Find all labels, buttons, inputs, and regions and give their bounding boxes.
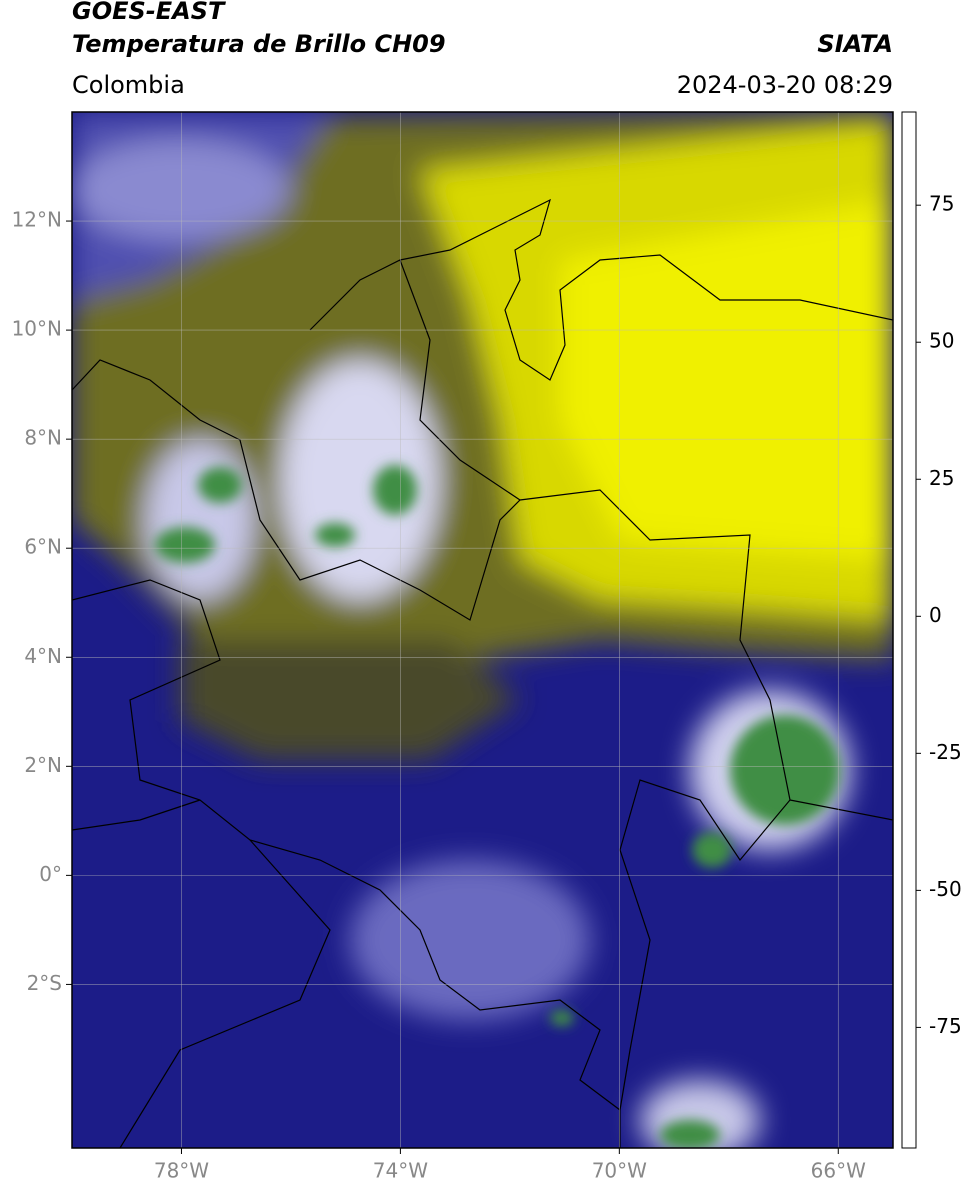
colorbar-tick-label: -50 [929, 877, 962, 901]
y-tick-label: 2°N [24, 753, 62, 777]
title: GOES-EAST [72, 0, 226, 25]
colorbar-tick-label: 50 [929, 329, 954, 353]
colorbar-tick-label: -75 [929, 1014, 962, 1038]
x-tick-label: 74°W [373, 1159, 428, 1183]
satellite-image [72, 112, 893, 1148]
region: Colombia [72, 71, 185, 99]
colorbar-tick-label: -25 [929, 740, 962, 764]
y-tick-label: 2°S [27, 971, 62, 995]
y-tick-label: 10°N [12, 317, 62, 341]
y-tick-label: 12°N [12, 208, 62, 232]
source: SIATA [817, 30, 893, 58]
datetime: 2024-03-20 08:29 [677, 71, 893, 99]
y-tick-label: 8°N [24, 426, 62, 450]
subtitle: Temperatura de Brillo CH09 [72, 30, 446, 58]
colorbar-tick-label: 0 [929, 603, 942, 627]
y-tick-label: 4°N [24, 644, 62, 668]
x-tick-label: 70°W [592, 1159, 647, 1183]
grid [72, 112, 893, 1148]
x-tick-label: 78°W [154, 1159, 209, 1183]
x-tick-label: 66°W [811, 1159, 866, 1183]
colorbar [901, 111, 917, 1149]
colorbar-tick-label: 25 [929, 466, 954, 490]
map-frame [71, 111, 894, 1149]
colorbar-tick-label: 75 [929, 192, 954, 216]
y-tick-label: 6°N [24, 535, 62, 559]
y-tick-label: 0° [39, 862, 62, 886]
